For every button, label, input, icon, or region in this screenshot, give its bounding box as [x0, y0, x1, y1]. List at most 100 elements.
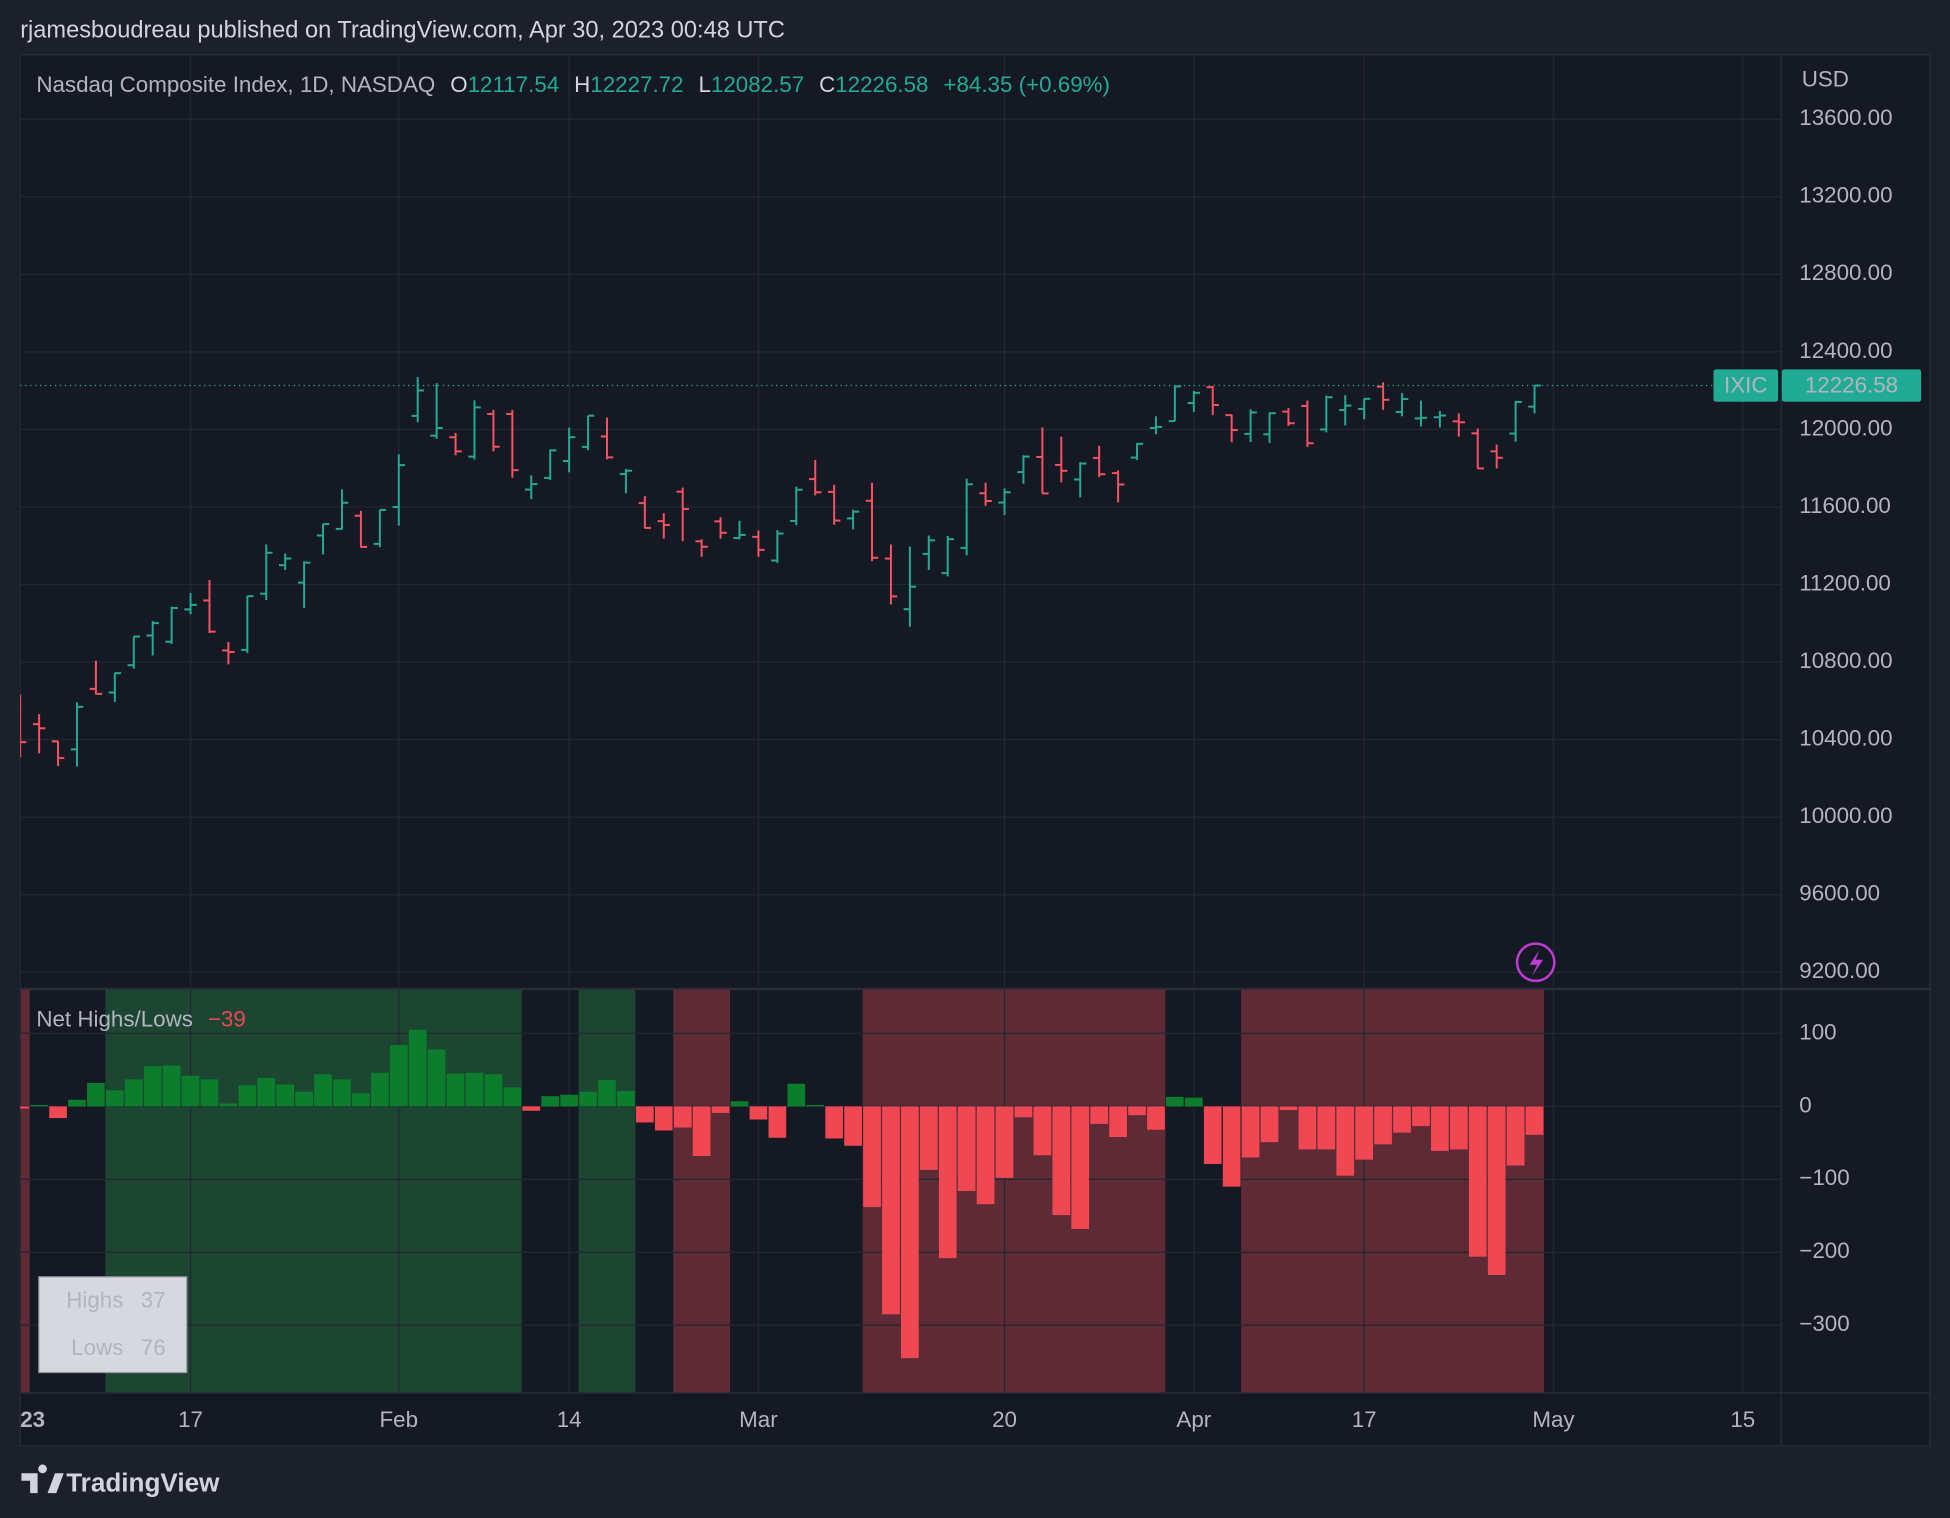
legend-ohlc-label: O	[450, 72, 467, 97]
x-tick-label: 15	[1730, 1407, 1755, 1432]
x-tick-label: May	[1532, 1407, 1575, 1432]
bar	[1487, 1106, 1506, 1275]
bar	[68, 1099, 86, 1107]
bar	[1147, 1106, 1165, 1130]
bar	[844, 1106, 862, 1146]
bar	[1090, 1106, 1109, 1124]
zone	[578, 989, 636, 1393]
bar	[276, 1084, 295, 1107]
bar	[995, 1106, 1014, 1178]
bar	[295, 1091, 313, 1107]
bar	[465, 1072, 484, 1107]
stats-value: 76	[141, 1335, 166, 1360]
bar	[314, 1074, 332, 1107]
legend-ohlc-value: 12227.72	[590, 72, 683, 97]
icon-circle	[1515, 942, 1556, 983]
bar	[522, 1106, 541, 1111]
x-tick-label: Apr	[1176, 1407, 1211, 1432]
legend-change: +84.35 (+0.69%)	[943, 72, 1110, 97]
legend-ohlc-label: C	[819, 72, 835, 97]
bar	[20, 1106, 30, 1109]
bar	[957, 1106, 976, 1192]
zone	[20, 989, 30, 1393]
bar	[976, 1106, 995, 1205]
bar	[1336, 1106, 1355, 1176]
legend-ohlc-label: H	[574, 72, 590, 97]
bar	[446, 1073, 465, 1107]
bar	[257, 1077, 276, 1107]
bar	[389, 1045, 408, 1107]
bar	[749, 1106, 768, 1120]
bar	[238, 1085, 257, 1107]
bar	[882, 1106, 900, 1315]
bar	[1393, 1106, 1411, 1133]
zone	[673, 989, 731, 1393]
bar	[1468, 1106, 1487, 1257]
bar	[181, 1075, 200, 1107]
y-tick-label: 12000.00	[1799, 415, 1892, 440]
bar	[730, 1101, 749, 1107]
price-legend: Nasdaq Composite Index, 1D, NASDAQ O12117…	[36, 72, 1110, 97]
indicator-title: Net Highs/Lows	[36, 1007, 193, 1032]
publish-line: rjamesboudreau published on TradingView.…	[20, 17, 785, 43]
y-tick-label: 10400.00	[1799, 726, 1892, 751]
legend-ohlc-label: L	[698, 72, 710, 97]
bar	[333, 1079, 351, 1107]
bar	[787, 1083, 806, 1107]
legend-ohlc-value: 12226.58	[835, 72, 928, 97]
bar	[219, 1103, 238, 1107]
bar	[503, 1087, 522, 1107]
x-tick-label: 23	[20, 1407, 45, 1432]
brand-logo	[21, 1464, 64, 1494]
y2-tick-label: −200	[1799, 1238, 1849, 1263]
price-tag	[1781, 369, 1922, 402]
x-tick-label: 17	[1352, 1407, 1377, 1432]
bar	[1412, 1106, 1430, 1127]
x-tick-label: Feb	[380, 1407, 419, 1432]
bar	[1525, 1106, 1544, 1135]
indicator-pane	[20, 1029, 1544, 1359]
bar	[768, 1106, 787, 1138]
icon-bolt	[1529, 949, 1544, 976]
bar	[825, 1106, 843, 1139]
bar	[1071, 1106, 1090, 1229]
currency-label: USD	[1802, 67, 1849, 92]
x-tick-label: 14	[557, 1407, 582, 1432]
bar	[560, 1094, 578, 1107]
bar	[1449, 1106, 1468, 1150]
bar	[408, 1029, 427, 1107]
bar	[692, 1106, 711, 1156]
bar	[1317, 1106, 1336, 1150]
price-pane	[20, 377, 1781, 767]
bar	[1014, 1106, 1033, 1118]
bar	[636, 1106, 654, 1123]
y-tick-label: 10800.00	[1799, 648, 1892, 673]
y-tick-label: 13600.00	[1799, 105, 1892, 130]
bar	[1374, 1106, 1392, 1145]
price-tag-text: 12226.58	[1805, 373, 1898, 398]
bar	[919, 1106, 938, 1170]
bar	[200, 1079, 219, 1107]
x-tick-label: 17	[178, 1407, 203, 1432]
bar	[162, 1065, 181, 1107]
bar	[579, 1091, 597, 1107]
y-tick-label: 12400.00	[1799, 338, 1892, 363]
bar	[1222, 1106, 1241, 1187]
symbol-tag-text: IXIC	[1724, 373, 1768, 398]
y-tick-label: 9200.00	[1799, 958, 1880, 983]
bar	[1279, 1106, 1298, 1111]
replay-icon[interactable]	[1515, 942, 1556, 983]
brand: TradingView	[21, 1464, 220, 1497]
y2-tick-label: 0	[1799, 1092, 1811, 1117]
bar	[49, 1106, 67, 1119]
bar	[1203, 1106, 1222, 1165]
bar	[654, 1106, 673, 1131]
y-tick-label: 11600.00	[1799, 493, 1891, 518]
bar	[1298, 1106, 1317, 1150]
labels: 9200.00 9600.00 10000.00 10400.00 10800.00 11…	[20, 67, 1922, 1432]
bar	[1184, 1097, 1203, 1107]
grid	[19, 54, 1781, 1393]
bar	[1033, 1106, 1052, 1156]
bar	[427, 1049, 446, 1107]
